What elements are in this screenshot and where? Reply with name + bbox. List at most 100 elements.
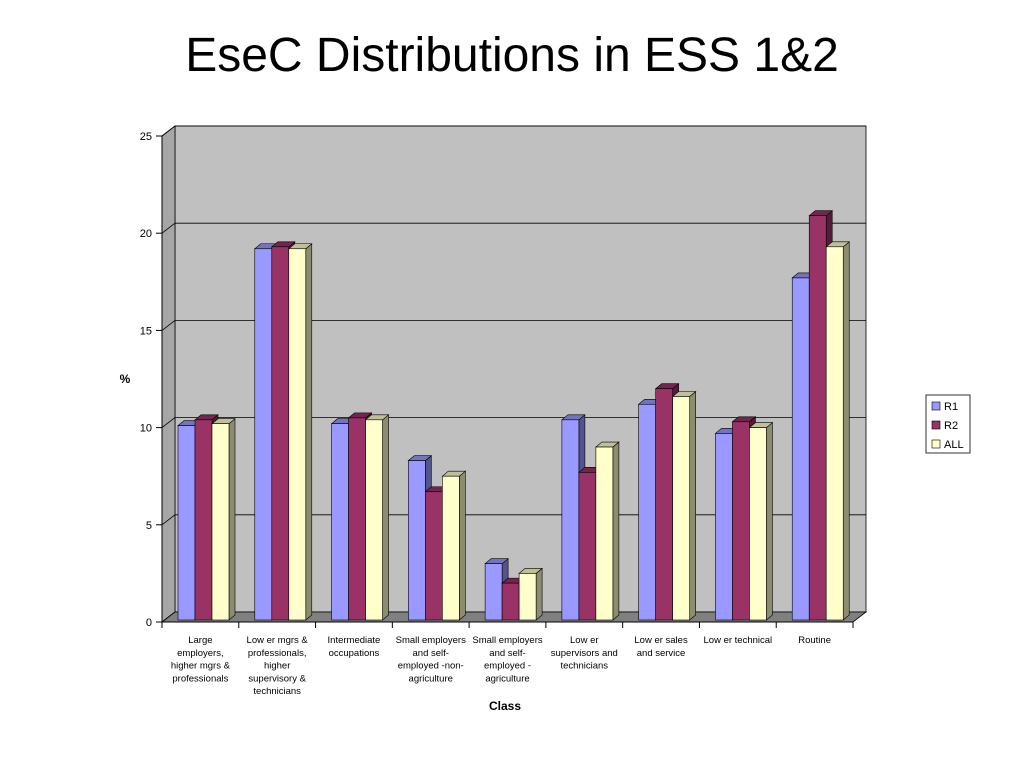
bar-side bbox=[305, 243, 313, 621]
bar-side bbox=[535, 567, 543, 621]
side-wall bbox=[161, 125, 176, 623]
x-tick-label-line: higher mgrs & bbox=[171, 661, 231, 672]
legend-swatch bbox=[931, 401, 941, 411]
bar-front bbox=[749, 427, 767, 621]
x-tick-label-line: professionals bbox=[172, 673, 228, 684]
bar-all bbox=[211, 418, 236, 621]
bar-front bbox=[177, 425, 196, 621]
x-tick-label: Low er supervisors and technicians bbox=[551, 635, 618, 672]
x-tick-label-line: Small employers bbox=[396, 635, 466, 646]
bar-side bbox=[228, 418, 236, 621]
gridline-depth bbox=[161, 222, 176, 234]
bar-front bbox=[578, 472, 597, 621]
legend-label: R2 bbox=[944, 420, 958, 432]
x-tick-label: Small employers and self-employed -non-ag… bbox=[396, 635, 466, 684]
x-tick-label-line: occupations bbox=[329, 648, 380, 659]
bar-side bbox=[612, 441, 620, 621]
bar-side bbox=[459, 470, 466, 621]
legend-label: ALL bbox=[944, 439, 964, 451]
x-tick-label-line: higher bbox=[264, 661, 290, 672]
x-axis-title: Class bbox=[489, 699, 521, 713]
bar-front bbox=[348, 417, 366, 621]
x-tick-label: Intermediate occupations bbox=[328, 635, 381, 659]
x-tick-label-line: supervisors and bbox=[551, 648, 618, 659]
x-tick-label: Low er mgrs & professionals, higher supervi… bbox=[247, 635, 309, 697]
y-tick-label: 5 bbox=[146, 520, 152, 532]
bar-side bbox=[689, 390, 696, 621]
bar-front bbox=[211, 423, 230, 621]
bar-side bbox=[382, 414, 389, 621]
bar-front bbox=[791, 277, 810, 621]
x-tick-label-line: Low er sales bbox=[634, 635, 688, 646]
x-tick-label-line: Low er bbox=[570, 635, 599, 646]
x-tick-label-line: and service bbox=[637, 648, 686, 659]
bar-all bbox=[825, 241, 851, 621]
bar-front bbox=[331, 423, 349, 621]
bar-all bbox=[441, 470, 467, 621]
x-tick-label-line: Large bbox=[188, 635, 212, 646]
bar-front bbox=[672, 396, 690, 621]
x-tick-label-line: agriculture bbox=[409, 673, 453, 684]
x-tick-label-line: employers, bbox=[177, 648, 223, 659]
x-tick-label-line: professionals, bbox=[248, 648, 307, 659]
slide-title: EseC Distributions in ESS 1&2 bbox=[185, 29, 839, 82]
legend-label: R1 bbox=[944, 401, 958, 413]
bar-front bbox=[442, 475, 460, 621]
legend-swatch bbox=[931, 439, 941, 449]
x-tick-label-line: technicians bbox=[561, 661, 609, 672]
bar-front bbox=[808, 215, 827, 621]
bar-all bbox=[287, 243, 313, 621]
bar-front bbox=[194, 419, 213, 621]
x-tick-label-line: Low er mgrs & bbox=[247, 635, 309, 646]
x-tick-label-line: Small employers bbox=[472, 635, 542, 646]
bar-front bbox=[638, 403, 656, 621]
bar-front bbox=[561, 419, 580, 621]
x-tick-label: Routine bbox=[798, 635, 831, 646]
x-tick-label-line: Routine bbox=[798, 635, 831, 646]
legend: R1 R2 ALL bbox=[925, 394, 971, 454]
bar-front bbox=[595, 446, 614, 621]
x-tick-label-line: supervisory & bbox=[248, 673, 306, 684]
y-axis-title: % bbox=[120, 372, 131, 386]
gridline-depth bbox=[161, 125, 176, 137]
gridline-depth bbox=[161, 514, 176, 526]
x-tick-label: Large employers, higher mgrs & professional… bbox=[171, 635, 231, 684]
x-tick-label-line: Intermediate bbox=[328, 635, 381, 646]
bar-all bbox=[595, 441, 620, 621]
x-tick-label-line: and self- bbox=[413, 648, 449, 659]
bar-all bbox=[748, 421, 774, 621]
bar-front bbox=[655, 388, 673, 621]
bar-all bbox=[518, 567, 543, 621]
bar-side bbox=[766, 421, 773, 621]
axes bbox=[156, 135, 854, 628]
x-tick-label-line: agriculture bbox=[485, 673, 529, 684]
x-tick-label: Small employers and self-employed -agricu… bbox=[472, 635, 542, 684]
x-tick-label-line: employed -non- bbox=[398, 661, 464, 672]
x-tick-label-line: employed - bbox=[484, 661, 531, 672]
bar-front bbox=[425, 491, 443, 621]
bar-all bbox=[364, 414, 390, 621]
bar-side bbox=[842, 241, 850, 621]
gridline-depth bbox=[161, 320, 176, 331]
bar-front bbox=[518, 573, 537, 621]
bar-front bbox=[254, 248, 273, 621]
bar-front bbox=[825, 246, 844, 621]
bar-front bbox=[501, 582, 520, 621]
legend-swatch bbox=[931, 420, 941, 430]
x-tick-label-line: Low er technical bbox=[704, 635, 773, 646]
bar-front bbox=[365, 419, 383, 621]
y-tick-label: 15 bbox=[140, 325, 152, 337]
y-tick-label: 0 bbox=[146, 617, 152, 629]
bar-front bbox=[715, 433, 733, 621]
y-tick-label: 25 bbox=[140, 131, 152, 143]
y-tick-label: 10 bbox=[140, 423, 152, 435]
y-tick-label: 20 bbox=[140, 228, 152, 240]
x-tick-label-line: and self- bbox=[489, 648, 525, 659]
bar-all bbox=[671, 390, 697, 621]
x-tick-label-line: technicians bbox=[253, 686, 301, 697]
x-tick-label: Low er sales and service bbox=[634, 635, 688, 659]
gridline-depth bbox=[161, 417, 176, 428]
bar-front bbox=[288, 248, 307, 621]
